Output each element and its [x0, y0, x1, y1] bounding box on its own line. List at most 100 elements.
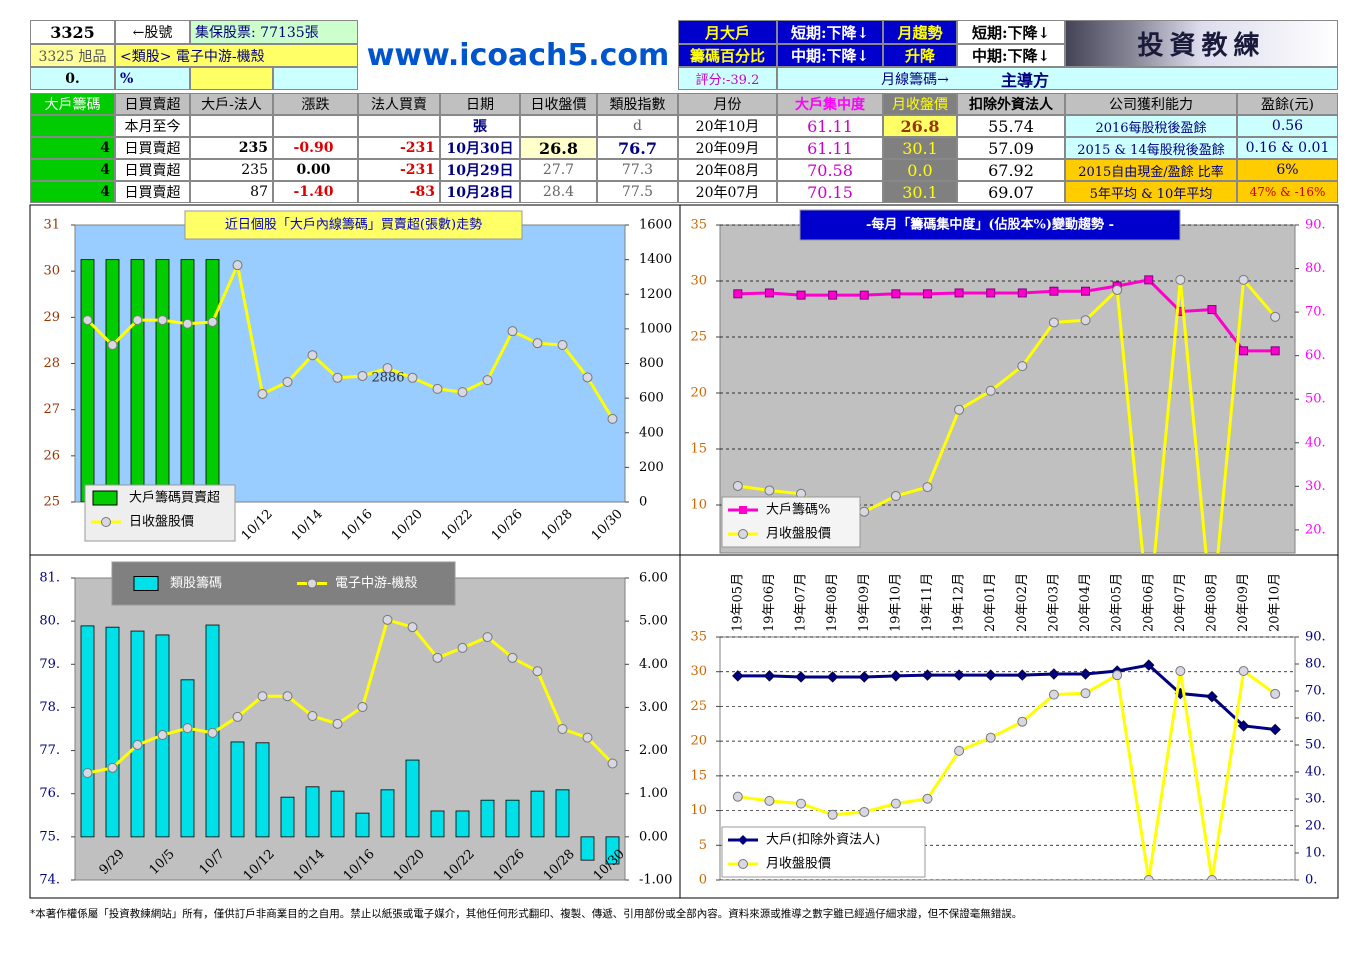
y2-tick-label: 40.	[1305, 435, 1326, 450]
y-tick-label: 78.	[39, 700, 60, 715]
marker	[1239, 346, 1249, 356]
column-header: 法人買賣	[358, 93, 440, 115]
marker	[332, 372, 343, 383]
column-header: 日買賣超	[115, 93, 190, 115]
bar	[130, 259, 145, 502]
table-cell	[190, 115, 273, 137]
marker	[132, 739, 143, 750]
table-cell: 10月30日	[440, 137, 520, 159]
column-header: 盈餘(元)	[1237, 93, 1338, 115]
table-cell: 70.15	[777, 181, 883, 203]
marker	[557, 724, 568, 734]
x-tick-label: 20年03月	[1046, 573, 1061, 632]
marker	[382, 363, 393, 374]
marker	[985, 732, 996, 743]
marker	[954, 404, 965, 415]
legend-label: 大戶籌碼買賣超	[129, 491, 220, 506]
table-cell: 47% & -16%	[1237, 181, 1338, 203]
table-cell: 4	[30, 181, 115, 203]
marker	[858, 671, 870, 683]
plot	[720, 636, 1295, 880]
table-cell: 70.58	[777, 159, 883, 181]
marker	[432, 383, 443, 394]
annotation: 2886	[371, 371, 404, 386]
y-tick-label: 74.	[39, 873, 60, 888]
marker	[732, 480, 743, 491]
column-header: 漲跌	[273, 93, 358, 115]
table-cell: 61.11	[777, 137, 883, 159]
bar	[180, 259, 195, 502]
marker	[407, 372, 418, 383]
marker	[457, 642, 468, 653]
table-cell	[520, 115, 597, 137]
column-header: 月收盤價	[883, 93, 957, 115]
y-tick-label: 5	[699, 838, 707, 853]
legend-marker	[307, 578, 317, 589]
y-tick-label: 25	[43, 495, 60, 510]
y2-tick-label: 200	[639, 460, 664, 475]
bar	[180, 679, 195, 838]
column-header: 扣除外資法人	[957, 93, 1065, 115]
x-tick-label: 20年01月	[983, 573, 998, 632]
legend-swatch	[133, 576, 159, 591]
legend-label: 月收盤股價	[766, 527, 831, 542]
marker	[207, 727, 218, 738]
marker	[1081, 286, 1091, 296]
y-tick-label: 15	[690, 768, 707, 783]
y2-tick-label: 0	[639, 495, 647, 510]
marker	[482, 632, 493, 643]
y-tick-label: 28	[43, 356, 60, 371]
table-cell: 235	[190, 159, 273, 181]
marker	[1143, 659, 1155, 671]
y-tick-label: 77.	[39, 743, 60, 758]
marker	[859, 290, 869, 300]
table-cell: -231	[358, 159, 440, 181]
y2-tick-label: 3.00	[639, 700, 668, 715]
legend-marker	[738, 835, 748, 845]
table-cell: 0.16 & 0.01	[1237, 137, 1338, 159]
y2-tick-label: 20.	[1305, 522, 1326, 537]
x-tick-label: 20年06月	[1141, 573, 1156, 632]
marker	[732, 670, 744, 682]
y2-tick-label: 1600	[639, 218, 672, 233]
table-cell: 20年07月	[678, 181, 777, 203]
marker	[607, 758, 618, 769]
table-cell: 27.7	[520, 159, 597, 181]
legend-label: 大戶(扣除外資法人)	[766, 833, 880, 848]
marker	[1112, 670, 1123, 681]
bar	[480, 799, 495, 838]
y2-tick-label: 1200	[639, 287, 672, 302]
table-cell: 20年08月	[678, 159, 777, 181]
y-tick-label: 35	[690, 218, 707, 233]
marker	[1270, 311, 1281, 322]
stock-code: 3325	[30, 20, 115, 44]
table-cell: -231	[358, 137, 440, 159]
y2-tick-label: 6.00	[639, 571, 668, 586]
legend-label: 大戶籌碼%	[766, 503, 830, 518]
marker	[984, 669, 997, 681]
x-tick-label: 19年09月	[857, 573, 872, 632]
table-cell: 61.11	[777, 115, 883, 137]
legend-label: 類股籌碼	[170, 576, 222, 591]
bar	[255, 742, 270, 838]
y2-tick-label: 30.	[1305, 792, 1326, 807]
marker	[1207, 305, 1217, 315]
bar	[330, 790, 345, 838]
marker	[357, 370, 368, 381]
marker	[1016, 669, 1029, 681]
marker	[557, 340, 568, 351]
marker	[1080, 315, 1091, 326]
stock-name: 3325 旭品	[30, 44, 115, 67]
marker	[826, 671, 839, 683]
marker	[954, 745, 965, 756]
bar	[380, 789, 395, 838]
y-tick-label: 27	[43, 402, 60, 417]
y2-tick-label: 0.	[1305, 873, 1317, 888]
table-cell: 2015 & 14每股稅後盈餘	[1065, 137, 1237, 159]
marker	[985, 385, 996, 396]
bar	[105, 259, 120, 502]
y2-tick-label: 1400	[639, 252, 672, 267]
column-header: 大戶集中度	[777, 93, 883, 115]
month-trend: 短期:下降↓	[957, 20, 1065, 44]
